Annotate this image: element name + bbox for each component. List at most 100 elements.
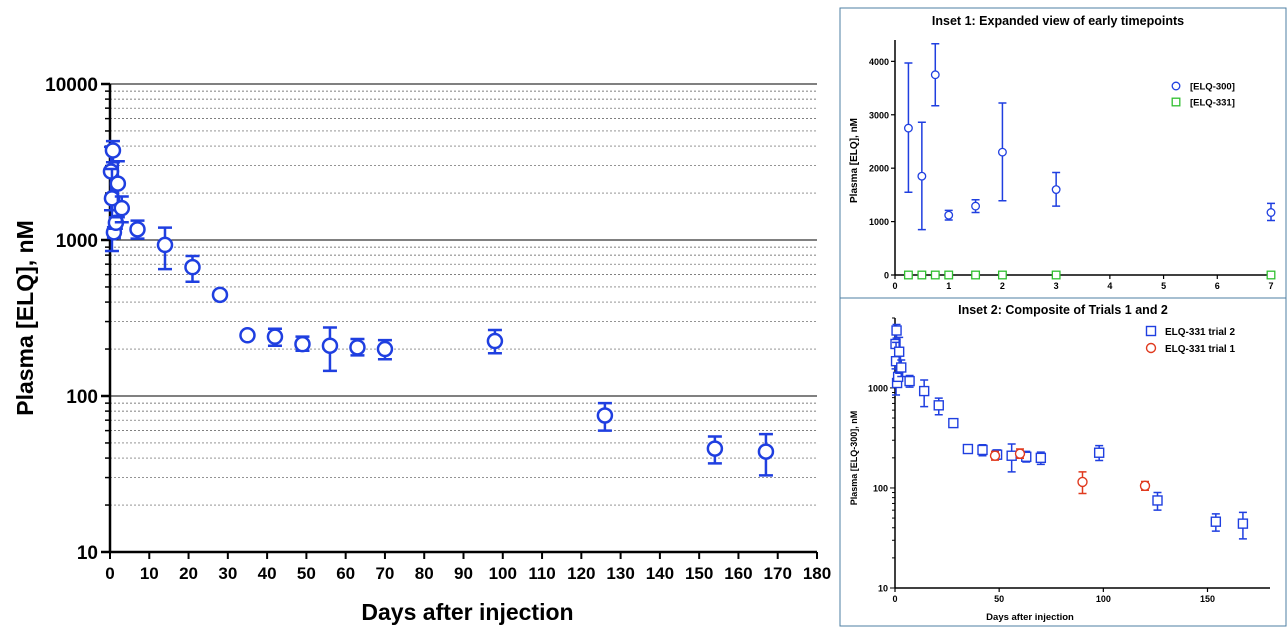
inset-2-data-point [891, 325, 902, 336]
y-axis-label: Plasma [ELQ], nM [12, 220, 38, 416]
x-tick-label: 130 [606, 564, 634, 583]
inset-2-data-point [1014, 448, 1026, 459]
inset-1-y-tick-label: 2000 [869, 164, 889, 174]
inset-2-frame [839, 297, 1287, 627]
x-axis-label: Days after injection [361, 599, 573, 625]
inset-2-y-tick-label: 100 [873, 483, 888, 493]
data-point [113, 199, 131, 217]
data-point [706, 440, 724, 457]
x-tick-label: 110 [528, 564, 555, 583]
x-tick-label: 170 [764, 564, 792, 583]
inset-2-data-point [904, 375, 915, 387]
inset-2-y-axis-label: Plasma [ELQ-300], nM [849, 411, 859, 506]
inset-2-title: Inset 2: Composite of Trials 1 and 2 [958, 303, 1168, 317]
inset-1-data-point [997, 270, 1007, 280]
inset-1-x-tick-label: 2 [1000, 281, 1005, 291]
data-point [376, 340, 394, 358]
x-tick-label: 10 [140, 564, 159, 583]
inset-2-legend-label: ELQ-331 trial 1 [1165, 344, 1235, 355]
y-tick-label: 10 [77, 543, 98, 564]
data-point [757, 443, 775, 460]
inset-2-data-point [977, 444, 988, 456]
inset-2-x-axis-label: Days after injection [986, 612, 1074, 623]
inset-1-data-point [971, 270, 981, 280]
inset-1-data-point [930, 270, 940, 280]
inset-1-data-point [930, 70, 940, 80]
x-tick-label: 100 [489, 564, 517, 583]
inset-2-y-tick-label: 1000 [868, 383, 888, 393]
inset-1-legend-label: [ELQ-300] [1190, 82, 1235, 93]
data-point [349, 339, 366, 356]
x-tick-label: 150 [685, 564, 713, 583]
inset-2-data-point [1237, 518, 1249, 529]
x-tick-label: 70 [375, 564, 394, 583]
data-point [294, 335, 311, 353]
data-point [321, 337, 339, 354]
inset-2-data-point [1077, 476, 1088, 488]
main-chart: 10 100 1000 10000 0 10 20 30 40 50 60 70 80 90 100 110 1… [12, 75, 831, 625]
inset-2-x-tick-label: 150 [1200, 594, 1215, 604]
data-point [266, 328, 284, 345]
x-tick-label: 60 [336, 564, 355, 583]
inset-2-data-point [962, 443, 974, 455]
x-tick-label: 160 [724, 564, 752, 583]
inset-1-data-point [917, 171, 927, 181]
data-point [486, 332, 504, 350]
inset-1-legend-marker [1171, 81, 1181, 91]
inset-1-x-tick-label: 6 [1215, 281, 1220, 291]
inset-2-data-point [1035, 452, 1047, 464]
inset-2-x-tick-label: 50 [994, 594, 1004, 604]
data-point [211, 286, 229, 304]
inset-1-legend-label: [ELQ-331] [1190, 98, 1235, 109]
inset-1-title: Inset 1: Expanded view of early timepoin… [932, 14, 1184, 28]
y-tick-label: 1000 [56, 231, 98, 252]
inset-1-y-tick-label: 4000 [869, 57, 889, 67]
x-tick-label: 40 [258, 564, 277, 583]
inset-1-y-tick-label: 3000 [869, 110, 889, 120]
inset-1-legend-marker [1171, 97, 1181, 107]
inset-2-legend-marker [1145, 342, 1157, 354]
inset-1-x-tick-label: 3 [1054, 281, 1059, 291]
inset-2-data-point [1210, 516, 1222, 527]
inset-1-y-tick-label: 1000 [869, 217, 889, 227]
inset-2: Inset 2: Composite of Trials 1 and 2 10 10… [839, 297, 1287, 627]
inset-1-x-tick-label: 0 [892, 281, 897, 291]
data-point [109, 175, 127, 192]
y-tick-label: 100 [66, 387, 98, 408]
inset-1-x-tick-label: 7 [1268, 281, 1273, 291]
inset-1: Inset 1: Expanded view of early timepoin… [839, 7, 1287, 313]
inset-1-x-tick-label: 5 [1161, 281, 1166, 291]
x-tick-label: 80 [415, 564, 434, 583]
inset-2-legend-label: ELQ-331 trial 2 [1165, 327, 1235, 338]
data-point [184, 258, 201, 276]
x-tick-label: 120 [567, 564, 595, 583]
inset-2-x-tick-label: 0 [892, 594, 897, 604]
x-tick-label: 20 [179, 564, 198, 583]
data-point [129, 221, 146, 238]
inset-2-data-point [1139, 480, 1151, 492]
inset-1-data-point [944, 270, 954, 280]
x-tick-label: 180 [803, 564, 831, 583]
inset-2-data-point [933, 400, 944, 411]
data-point [239, 327, 256, 344]
data-point [156, 236, 174, 254]
x-tick-label: 140 [646, 564, 674, 583]
inset-1-data-point [944, 210, 954, 220]
inset-1-data-point [1266, 270, 1276, 280]
inset-1-y-axis-label: Plasma [ELQ], nM [849, 118, 860, 203]
inset-2-data-point [1006, 450, 1017, 461]
inset-2-data-point [918, 385, 930, 397]
inset-1-frame [839, 7, 1287, 299]
x-tick-label: 30 [218, 564, 237, 583]
inset-1-data-point [1266, 208, 1276, 217]
inset-1-data-point [1051, 270, 1061, 280]
inset-1-data-point [917, 270, 927, 280]
inset-2-data-point [896, 362, 907, 373]
inset-1-y-tick-label: 0 [884, 271, 889, 281]
inset-1-x-tick-label: 1 [946, 281, 951, 291]
inset-1-data-point [971, 201, 981, 211]
inset-1-data-point [903, 270, 913, 280]
data-point [596, 407, 614, 424]
y-tick-label: 10000 [45, 75, 98, 96]
